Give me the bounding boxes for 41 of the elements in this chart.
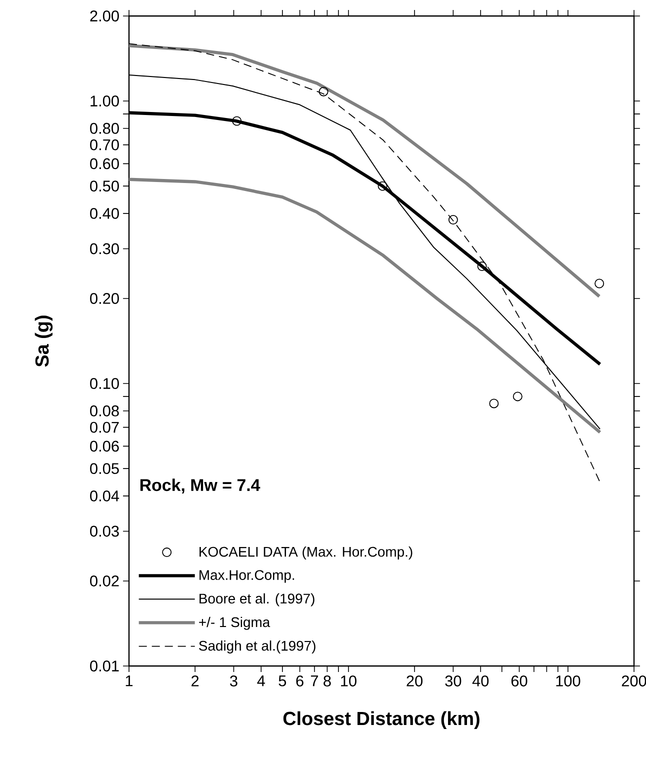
y-tick-label: 1.00 <box>90 96 119 106</box>
y-tick-label: 0.01 <box>90 660 119 672</box>
x-tick-label: 2 <box>192 676 199 686</box>
y-axis-title: Sa (g) <box>34 316 53 367</box>
x-tick-label: 10 <box>341 676 356 686</box>
legend-label: Sadigh et al.(1997) <box>199 640 316 654</box>
y-tick-label: 0.20 <box>90 293 119 304</box>
x-tick-label: 200 <box>622 676 646 686</box>
x-tick-label: 5 <box>278 676 286 686</box>
y-tick-label: 0.30 <box>90 243 119 254</box>
x-tick-label: 8 <box>324 676 331 686</box>
x-tick-label: 30 <box>445 676 462 686</box>
x-tick-label: 60 <box>511 676 528 686</box>
y-tick-label: 0.02 <box>90 576 119 586</box>
x-tick-label: 7 <box>310 676 318 686</box>
x-tick-label: 3 <box>230 676 238 686</box>
y-tick-label: 0.10 <box>90 378 119 389</box>
x-tick-label: 6 <box>296 676 304 686</box>
y-tick-label: 2.00 <box>90 10 119 22</box>
x-tick-label: 1 <box>126 676 133 686</box>
y-tick-label: 0.04 <box>90 490 120 502</box>
x-tick-label: 20 <box>406 676 423 686</box>
legend-label: KOCAELI DATA (Max. Hor.Comp.) <box>200 546 412 560</box>
y-tick-label: 0.40 <box>90 208 119 219</box>
y-tick-label: 0.06 <box>90 440 119 452</box>
x-tick-label: 100 <box>556 676 580 686</box>
legend-title: Rock, Mw = 7.4 <box>140 478 260 494</box>
y-tick-label: 0.07 <box>90 422 119 433</box>
legend-label: Max.Hor.Comp. <box>200 570 294 583</box>
y-tick-label: 0.70 <box>90 139 119 150</box>
legend-label: +/- 1 Sigma <box>199 616 270 630</box>
y-tick-label: 0.08 <box>90 405 119 416</box>
y-tick-label: 0.05 <box>90 463 119 474</box>
x-tick-label: 40 <box>472 676 489 686</box>
legend-label: Boore et al. (1997) <box>200 593 314 606</box>
y-tick-label: 0.03 <box>90 526 119 537</box>
x-tick-label: 4 <box>257 676 265 686</box>
y-tick-label: 0.50 <box>90 180 119 192</box>
y-tick-label: 0.80 <box>90 122 119 134</box>
y-tick-label: 0.60 <box>90 158 119 170</box>
x-axis-title: Closest Distance (km) <box>283 711 480 729</box>
